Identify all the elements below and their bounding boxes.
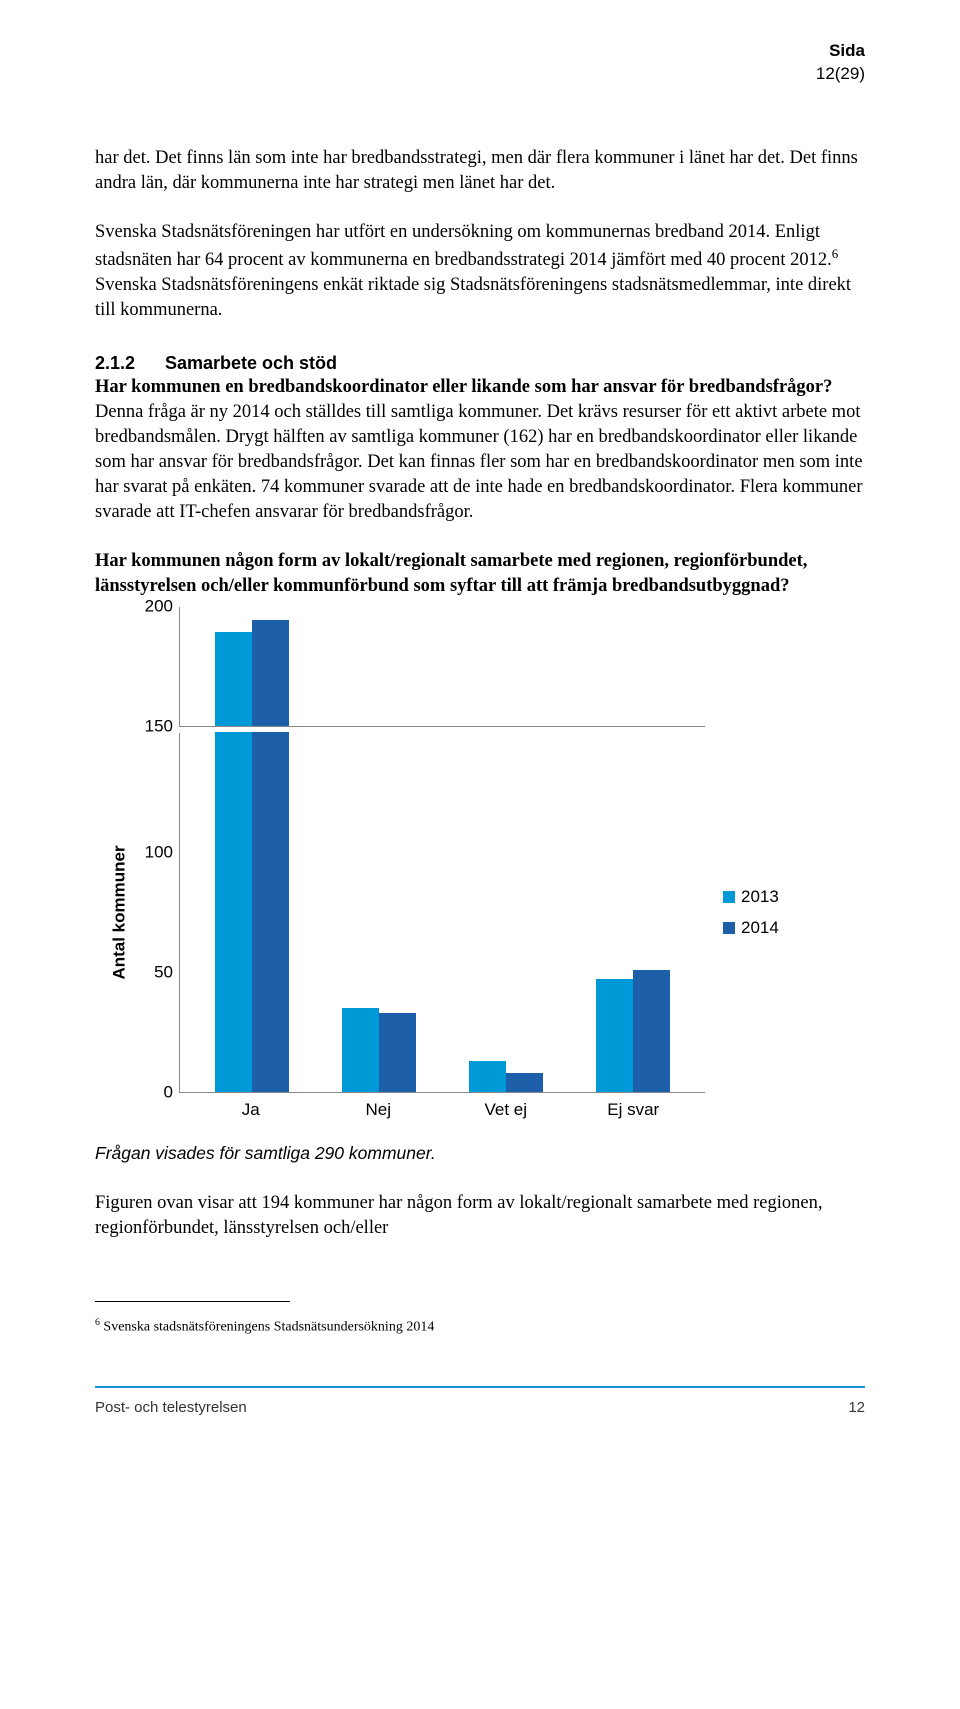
bar bbox=[252, 732, 289, 1092]
x-tick-label: Nej bbox=[338, 1099, 418, 1122]
chart-upper-row: 150200 bbox=[105, 607, 805, 727]
y-tick: 100 bbox=[145, 841, 173, 864]
header-label: Sida bbox=[829, 41, 865, 60]
bar bbox=[379, 1013, 416, 1092]
footer-rule bbox=[95, 1386, 865, 1388]
footnote-text: Svenska stadsnätsföreningens Stadsnätsun… bbox=[100, 1320, 434, 1335]
legend-swatch bbox=[723, 891, 735, 903]
paragraph-2: Svenska Stadsnätsföreningen har utfört e… bbox=[95, 220, 865, 323]
bar bbox=[633, 970, 670, 1092]
bar-chart: 150200 Antal kommuner 0 50 100 2013 2014 Ja… bbox=[105, 607, 805, 1122]
legend-item: 2013 bbox=[723, 886, 805, 909]
y-axis-label: Antal kommuner bbox=[109, 846, 132, 980]
paragraph-3-lead: Har kommunen en bredbandskoordinator ell… bbox=[95, 377, 832, 397]
section-number: 2.1.2 bbox=[95, 351, 165, 375]
chart-caption: Frågan visades för samtliga 290 kommuner… bbox=[95, 1142, 865, 1166]
footer-right: 12 bbox=[848, 1398, 865, 1418]
plot-area-lower bbox=[179, 733, 705, 1093]
section-title: Samarbete och stöd bbox=[165, 353, 337, 373]
x-tick-label: Ej svar bbox=[593, 1099, 673, 1122]
page-header: Sida 12(29) bbox=[95, 40, 865, 86]
bar bbox=[215, 732, 252, 1092]
footer-left: Post- och telestyrelsen bbox=[95, 1398, 247, 1418]
x-axis-labels: Ja Nej Vet ej Ej svar bbox=[179, 1093, 705, 1122]
bar bbox=[506, 1073, 543, 1092]
y-tick: 200 bbox=[145, 595, 173, 618]
y-tick: 0 bbox=[164, 1081, 173, 1104]
paragraph-2b: Svenska Stadsnätsföreningens enkät rikta… bbox=[95, 275, 851, 320]
paragraph-3-body: Denna fråga är ny 2014 och ställdes till… bbox=[95, 402, 863, 522]
bar bbox=[342, 1008, 379, 1092]
bar bbox=[596, 979, 633, 1092]
header-page-info: 12(29) bbox=[816, 64, 865, 83]
footnote-rule bbox=[95, 1301, 290, 1302]
footnote-6: 6 Svenska stadsnätsföreningens Stadsnäts… bbox=[95, 1316, 865, 1338]
legend-item: 2014 bbox=[723, 917, 805, 940]
bar bbox=[469, 1061, 506, 1092]
plot-area-upper bbox=[179, 607, 705, 727]
chart-lower-row: Antal kommuner 050100 20132014 bbox=[105, 733, 805, 1093]
legend-label: 2014 bbox=[741, 917, 779, 940]
section-heading: 2.1.2Samarbete och stöd bbox=[95, 351, 865, 375]
legend-swatch bbox=[723, 922, 735, 934]
y-ticks-lower: 050100 bbox=[135, 733, 179, 1093]
bar bbox=[215, 632, 252, 726]
y-ticks-upper: 150200 bbox=[135, 607, 179, 727]
paragraph-4: Har kommunen någon form av lokalt/region… bbox=[95, 549, 865, 599]
footnote-ref-6: 6 bbox=[832, 246, 838, 261]
x-tick-label: Vet ej bbox=[466, 1099, 546, 1122]
y-tick: 50 bbox=[154, 961, 173, 984]
page-footer: Post- och telestyrelsen 12 bbox=[95, 1398, 865, 1418]
x-tick-label: Ja bbox=[211, 1099, 291, 1122]
paragraph-3: Har kommunen en bredbandskoordinator ell… bbox=[95, 375, 865, 525]
paragraph-5: Figuren ovan visar att 194 kommuner har … bbox=[95, 1191, 865, 1241]
chart-legend: 2013 2014 bbox=[705, 733, 805, 1093]
bar bbox=[252, 620, 289, 726]
paragraph-2a: Svenska Stadsnätsföreningen har utfört e… bbox=[95, 222, 832, 270]
legend-label: 2013 bbox=[741, 886, 779, 909]
paragraph-1: har det. Det finns län som inte har bred… bbox=[95, 146, 865, 196]
